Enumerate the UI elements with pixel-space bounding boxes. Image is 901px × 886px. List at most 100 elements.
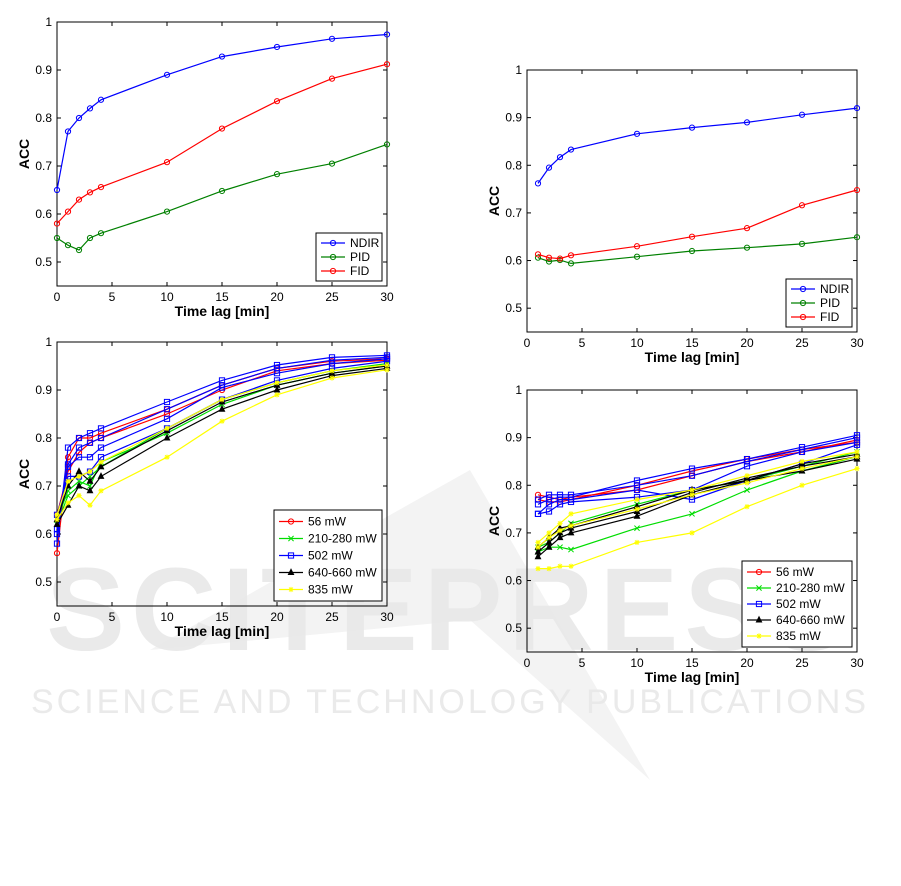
data-point xyxy=(688,233,696,240)
legend-label: 56 mW xyxy=(308,515,347,529)
data-point xyxy=(568,546,574,553)
x-tick-label: 15 xyxy=(685,656,699,670)
legend-marker xyxy=(755,568,763,576)
data-point xyxy=(86,189,94,196)
series-line-640-660-mw xyxy=(56,365,388,520)
data-point xyxy=(534,552,542,560)
data-point xyxy=(86,439,94,446)
y-tick-label: 0.9 xyxy=(35,383,52,397)
data-point xyxy=(97,434,105,442)
data-point xyxy=(75,454,83,461)
data-point xyxy=(633,130,641,137)
data-point xyxy=(689,510,695,517)
data-point xyxy=(688,247,696,255)
legend-label: 835 mW xyxy=(308,583,353,597)
legend-marker xyxy=(799,313,807,321)
legend-label: PID xyxy=(350,250,370,264)
x-tick-label: 25 xyxy=(795,656,809,670)
data-point xyxy=(634,525,640,532)
data-point xyxy=(328,75,336,82)
data-point xyxy=(273,171,281,178)
y-tick-label: 0.8 xyxy=(35,431,52,445)
data-point xyxy=(534,251,542,258)
data-point xyxy=(853,441,861,448)
legend-marker xyxy=(329,253,337,261)
series-line-640-660-mw xyxy=(537,456,858,553)
data-point xyxy=(76,473,82,479)
data-point xyxy=(799,466,805,472)
data-point xyxy=(218,125,226,132)
y-tick-label: 0.8 xyxy=(505,478,522,492)
data-point xyxy=(86,476,94,484)
data-point xyxy=(163,159,171,166)
data-point xyxy=(329,368,335,374)
legend-marker xyxy=(287,552,295,559)
data-point xyxy=(743,119,751,126)
x-tick-label: 20 xyxy=(270,290,284,304)
x-tick-label: 0 xyxy=(54,610,61,624)
x-tick-label: 5 xyxy=(109,610,116,624)
data-point xyxy=(556,255,564,262)
data-point xyxy=(744,473,750,479)
data-point xyxy=(568,563,574,569)
y-tick-label: 0.6 xyxy=(505,574,522,588)
data-point xyxy=(743,225,751,232)
series-line-502-mw xyxy=(56,360,388,515)
data-point xyxy=(557,527,563,534)
series-line-210-280-mw xyxy=(537,456,858,553)
y-tick-label: 0.7 xyxy=(505,526,522,540)
x-tick-label: 5 xyxy=(579,336,586,350)
legend-marker xyxy=(287,518,295,525)
data-point xyxy=(65,492,71,499)
data-point xyxy=(273,43,281,51)
data-point xyxy=(384,367,390,373)
data-point xyxy=(545,501,553,508)
data-point xyxy=(164,454,170,460)
x-tick-label: 10 xyxy=(630,336,644,350)
y-tick-label: 0.6 xyxy=(505,254,522,268)
data-point xyxy=(567,491,575,498)
data-point xyxy=(534,510,542,517)
data-point xyxy=(545,491,553,498)
data-point xyxy=(218,53,226,60)
series-line-502-mw xyxy=(537,444,858,515)
data-point xyxy=(86,234,94,242)
data-point xyxy=(567,252,575,259)
y-tick-label: 0.7 xyxy=(35,479,52,493)
legend-label: 56 mW xyxy=(776,565,815,579)
data-point xyxy=(163,71,171,78)
legend-marker xyxy=(756,633,762,639)
data-point xyxy=(163,433,171,441)
data-point xyxy=(163,406,171,413)
legend-label: 210-280 mW xyxy=(308,532,377,546)
data-point xyxy=(329,375,335,381)
legend-marker xyxy=(287,568,295,575)
chart-bottom-left: 0 5 10 15 20 25 30 0.5 0.6 0.7 0.8 0.9 1 Time lag [mi… xyxy=(16,335,394,639)
data-point xyxy=(743,244,751,251)
x-axis-label: Time lag [min] xyxy=(645,349,740,365)
x-axis-label: Time lag [min] xyxy=(645,669,740,685)
y-tick-label: 0.7 xyxy=(35,159,52,173)
data-point xyxy=(545,258,553,265)
chart-top-left: 0 5 10 15 20 25 30 0.5 0.6 0.7 0.8 0.9 1 Time lag [mi… xyxy=(16,15,394,319)
y-tick-label: 1 xyxy=(515,63,522,77)
data-point xyxy=(64,208,72,215)
data-point xyxy=(383,61,391,68)
legend-marker xyxy=(288,586,294,593)
series-line-ndir xyxy=(56,33,388,191)
data-point xyxy=(798,111,806,118)
chart-top-right: 0 5 10 15 20 25 30 0.5 0.6 0.7 0.8 0.9 1 Time lag [mi… xyxy=(486,63,864,365)
data-point xyxy=(65,478,71,484)
legend-label: 640-660 mW xyxy=(308,566,377,580)
series-line-502-mw xyxy=(537,437,858,501)
x-tick-label: 15 xyxy=(215,290,229,304)
data-point xyxy=(54,517,60,523)
data-point xyxy=(534,496,542,503)
data-point xyxy=(273,98,281,105)
data-point xyxy=(274,380,280,386)
legend-label: 502 mW xyxy=(308,549,353,563)
data-point xyxy=(65,500,71,506)
data-point xyxy=(688,465,696,472)
data-point xyxy=(556,533,564,541)
